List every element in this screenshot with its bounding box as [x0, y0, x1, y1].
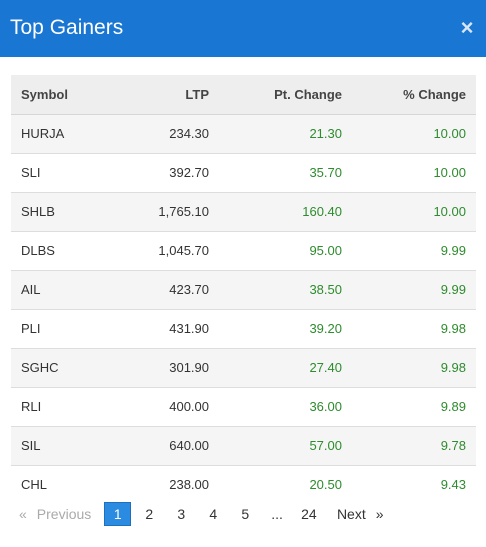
gainers-table: Symbol LTP Pt. Change % Change HURJA 234…: [11, 75, 476, 504]
table-row[interactable]: HURJA 234.30 21.30 10.00: [11, 113, 476, 153]
table-header-row: Symbol LTP Pt. Change % Change: [11, 75, 476, 115]
cell-pct-change: 10.00: [352, 152, 476, 192]
column-header-ltp[interactable]: LTP: [121, 75, 219, 115]
cell-symbol: HURJA: [11, 113, 121, 153]
cell-pt-change: 21.30: [219, 113, 352, 153]
cell-pt-change: 27.40: [219, 347, 352, 387]
cell-pt-change: 39.20: [219, 308, 352, 348]
cell-pct-change: 9.43: [352, 464, 476, 504]
cell-pt-change: 35.70: [219, 152, 352, 192]
cell-symbol: AIL: [11, 269, 121, 309]
cell-pt-change: 20.50: [219, 464, 352, 504]
page-4-button[interactable]: 4: [209, 506, 218, 522]
column-header-symbol[interactable]: Symbol: [11, 75, 121, 115]
next-label: Next: [336, 506, 366, 522]
cell-symbol: CHL: [11, 464, 121, 504]
cell-pt-change: 38.50: [219, 269, 352, 309]
cell-symbol: SIL: [11, 425, 121, 465]
table-row[interactable]: SHLB 1,765.10 160.40 10.00: [11, 191, 476, 231]
column-header-pct-change[interactable]: % Change: [352, 75, 476, 115]
cell-pct-change: 9.98: [352, 347, 476, 387]
cell-ltp: 400.00: [121, 386, 219, 426]
cell-pct-change: 9.78: [352, 425, 476, 465]
cell-ltp: 301.90: [121, 347, 219, 387]
cell-pct-change: 9.99: [352, 269, 476, 309]
cell-symbol: PLI: [11, 308, 121, 348]
page-ellipsis: ...: [271, 506, 283, 522]
cell-symbol: SGHC: [11, 347, 121, 387]
double-chevron-left-icon: «: [19, 506, 27, 522]
table-row[interactable]: DLBS 1,045.70 95.00 9.99: [11, 230, 476, 270]
cell-symbol: DLBS: [11, 230, 121, 270]
cell-symbol: SHLB: [11, 191, 121, 231]
cell-ltp: 238.00: [121, 464, 219, 504]
cell-ltp: 392.70: [121, 152, 219, 192]
page-2-button[interactable]: 2: [145, 506, 154, 522]
page-1-button[interactable]: 1: [104, 502, 132, 526]
cell-ltp: 640.00: [121, 425, 219, 465]
cell-ltp: 431.90: [121, 308, 219, 348]
modal-title: Top Gainers: [10, 16, 124, 39]
cell-pt-change: 36.00: [219, 386, 352, 426]
gainers-table-container: Symbol LTP Pt. Change % Change HURJA 234…: [11, 75, 476, 504]
column-header-pt-change[interactable]: Pt. Change: [219, 75, 352, 115]
modal-header: Top Gainers ×: [0, 0, 486, 57]
page-5-button[interactable]: 5: [241, 506, 250, 522]
cell-ltp: 423.70: [121, 269, 219, 309]
table-row[interactable]: SGHC 301.90 27.40 9.98: [11, 347, 476, 387]
table-row[interactable]: AIL 423.70 38.50 9.99: [11, 269, 476, 309]
table-row[interactable]: CHL 238.00 20.50 9.43: [11, 464, 476, 504]
cell-ltp: 1,765.10: [121, 191, 219, 231]
cell-pct-change: 9.98: [352, 308, 476, 348]
cell-pct-change: 9.89: [352, 386, 476, 426]
cell-ltp: 1,045.70: [121, 230, 219, 270]
table-row[interactable]: SIL 640.00 57.00 9.78: [11, 425, 476, 465]
close-icon[interactable]: ×: [460, 15, 474, 40]
page-last-button[interactable]: 24: [301, 506, 317, 522]
previous-page-link[interactable]: « Previous: [11, 503, 91, 525]
page-3-button[interactable]: 3: [177, 506, 186, 522]
cell-pct-change: 10.00: [352, 113, 476, 153]
cell-pt-change: 160.40: [219, 191, 352, 231]
cell-ltp: 234.30: [121, 113, 219, 153]
cell-pct-change: 10.00: [352, 191, 476, 231]
table-row[interactable]: RLI 400.00 36.00 9.89: [11, 386, 476, 426]
cell-pct-change: 9.99: [352, 230, 476, 270]
cell-pt-change: 95.00: [219, 230, 352, 270]
cell-symbol: SLI: [11, 152, 121, 192]
double-chevron-right-icon: »: [375, 506, 384, 522]
cell-pt-change: 57.00: [219, 425, 352, 465]
table-row[interactable]: SLI 392.70 35.70 10.00: [11, 152, 476, 192]
previous-label: Previous: [36, 506, 92, 522]
cell-symbol: RLI: [11, 386, 121, 426]
next-page-link[interactable]: Next »: [337, 503, 384, 525]
table-row[interactable]: PLI 431.90 39.20 9.98: [11, 308, 476, 348]
pagination: « Previous 1 2 3 4 5 ... 24 Next »: [11, 502, 384, 526]
